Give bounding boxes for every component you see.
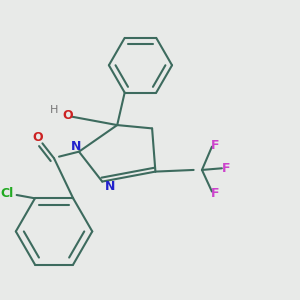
Text: Cl: Cl	[1, 187, 14, 200]
Text: O: O	[62, 109, 73, 122]
Text: F: F	[211, 187, 220, 200]
Text: N: N	[105, 180, 116, 193]
Text: H: H	[50, 105, 58, 115]
Text: F: F	[211, 139, 220, 152]
Text: O: O	[32, 131, 43, 144]
Text: N: N	[70, 140, 81, 153]
Text: F: F	[222, 162, 230, 175]
